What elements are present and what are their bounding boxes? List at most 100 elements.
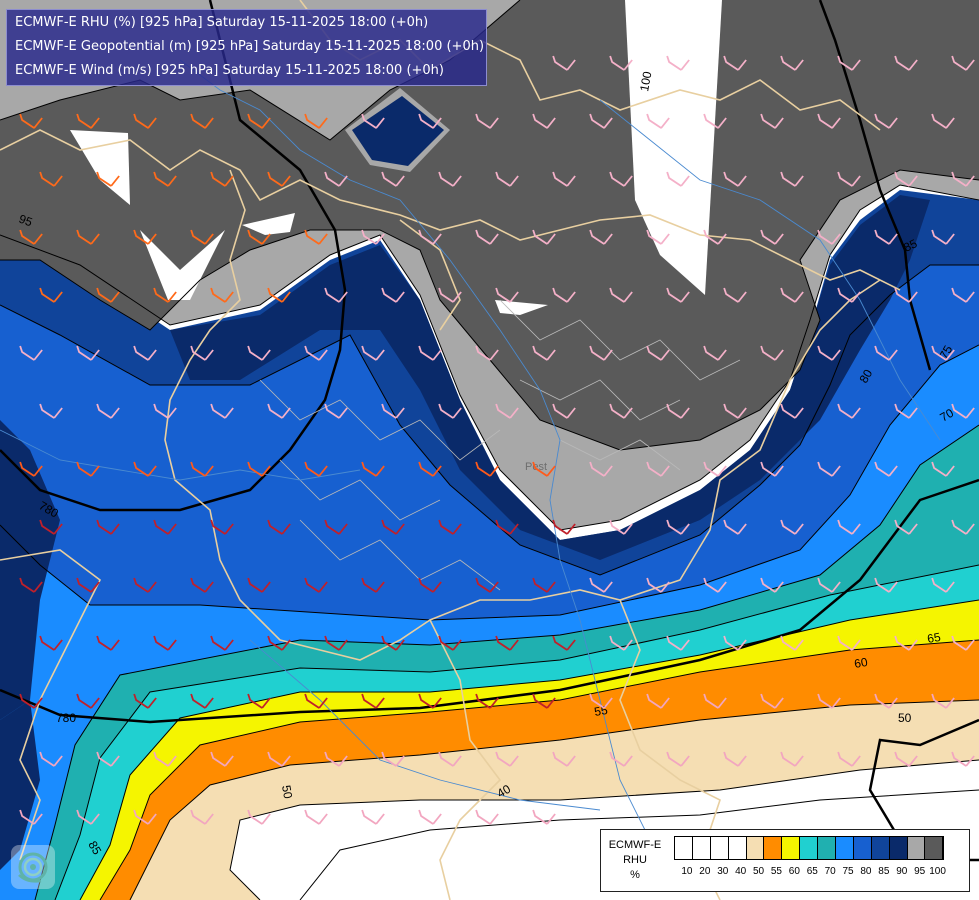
wind-barb [817, 577, 841, 593]
legend-tick: 100 [929, 866, 946, 877]
wind-barb [267, 635, 291, 651]
wind-barb [304, 577, 328, 593]
wind-barb [666, 287, 690, 303]
legend-ticks: 10 20 30 40 50 55 60 65 70 75 80 85 90 95 100 [674, 866, 974, 880]
wind-barb [703, 461, 727, 477]
legend-swatch [728, 837, 747, 859]
wind-barb [76, 345, 100, 361]
legend-tick: 30 [717, 866, 729, 877]
wind-barb [267, 751, 291, 767]
wind-barb [190, 113, 214, 129]
wind-barb [874, 461, 898, 477]
title-wind: ECMWF-E Wind (m/s) [925 hPa] Saturday 15… [15, 63, 444, 78]
wind-barb [76, 229, 100, 245]
wind-barb [723, 403, 747, 419]
wind-barb [894, 287, 918, 303]
rhu-band-90-west [0, 420, 60, 720]
legend-swatch [692, 837, 711, 859]
wind-barb [760, 461, 784, 477]
wind-barb [931, 693, 955, 709]
legend-tick: 10 [681, 866, 693, 877]
wind-barb [589, 577, 613, 593]
wind-barb [609, 171, 633, 187]
wind-barb [39, 287, 63, 303]
wind-barb [931, 577, 955, 593]
legend-swatch [925, 837, 944, 859]
title-rhu: ECMWF-E RHU (%) [925 hPa] Saturday 15-11… [15, 15, 429, 30]
wind-barb [951, 519, 975, 535]
wind-barb [438, 635, 462, 651]
legend-swatch [853, 837, 872, 859]
wind-barb [837, 171, 861, 187]
wind-barb [418, 229, 442, 245]
legend-swatch [836, 837, 854, 859]
legend-tick: 55 [770, 866, 782, 877]
wind-barb [837, 751, 861, 767]
wind-barb [19, 809, 43, 825]
wind-barb [19, 461, 43, 477]
rhu-label-50: 50 [279, 784, 295, 800]
wind-barb [19, 345, 43, 361]
wind-barb [475, 345, 499, 361]
wind-barb [247, 345, 271, 361]
legend-tick: 60 [788, 866, 800, 877]
wind-barb [210, 635, 234, 651]
wind-barbs [19, 55, 975, 825]
legend-swatch [675, 837, 693, 859]
wind-barb [495, 751, 519, 767]
wind-barb [190, 809, 214, 825]
wind-barb [153, 171, 177, 187]
wind-barb [324, 635, 348, 651]
wind-barb [666, 403, 690, 419]
legend-swatch [782, 837, 801, 859]
wind-barb [418, 693, 442, 709]
wind-barb [76, 577, 100, 593]
legend-variable: RHU [623, 854, 647, 866]
wind-barb [19, 229, 43, 245]
wind-barb [133, 229, 157, 245]
wind-barb [609, 635, 633, 651]
legend-swatches [674, 836, 945, 860]
wind-barb [247, 693, 271, 709]
wind-barb [552, 55, 576, 71]
wind-barb [646, 577, 670, 593]
wind-barb [609, 403, 633, 419]
wind-barb [532, 345, 556, 361]
wind-barb [133, 809, 157, 825]
contour-labels: 95 100 85 80 75 70 65 60 55 50 40 50 85 … [17, 70, 956, 857]
wind-barb [760, 229, 784, 245]
wind-barb [552, 751, 576, 767]
legend-swatch [710, 837, 729, 859]
wind-barb [418, 577, 442, 593]
wind-barb [418, 113, 442, 129]
title-geopotential: ECMWF-E Geopotential (m) [925 hPa] Satur… [15, 39, 485, 54]
wind-barb [153, 519, 177, 535]
wind-barb [438, 519, 462, 535]
wind-barb [475, 809, 499, 825]
wind-barb [951, 171, 975, 187]
wind-barb [418, 461, 442, 477]
wind-barb [304, 693, 328, 709]
wind-barb [153, 635, 177, 651]
wind-barb [817, 461, 841, 477]
wind-barb [190, 345, 214, 361]
rhu-legend: ECMWF-E RHU % 10 20 30 40 50 55 60 65 70 75 80 85 90… [600, 829, 970, 892]
legend-tick: 50 [752, 866, 765, 877]
wind-barb [247, 809, 271, 825]
wind-barb [19, 113, 43, 129]
wind-barb [19, 693, 43, 709]
legend-swatch [818, 837, 837, 859]
legend-swatch [889, 837, 908, 859]
wind-barb [324, 287, 348, 303]
wind-barb [438, 287, 462, 303]
wind-barb [39, 403, 63, 419]
wind-barb [190, 693, 214, 709]
wind-barb [210, 287, 234, 303]
ecmwf-swirl-icon [11, 845, 55, 889]
wind-barb [475, 461, 499, 477]
wind-barb [666, 635, 690, 651]
wind-barb [532, 229, 556, 245]
rhu-hole-3 [242, 213, 295, 235]
wind-barb [39, 519, 63, 535]
